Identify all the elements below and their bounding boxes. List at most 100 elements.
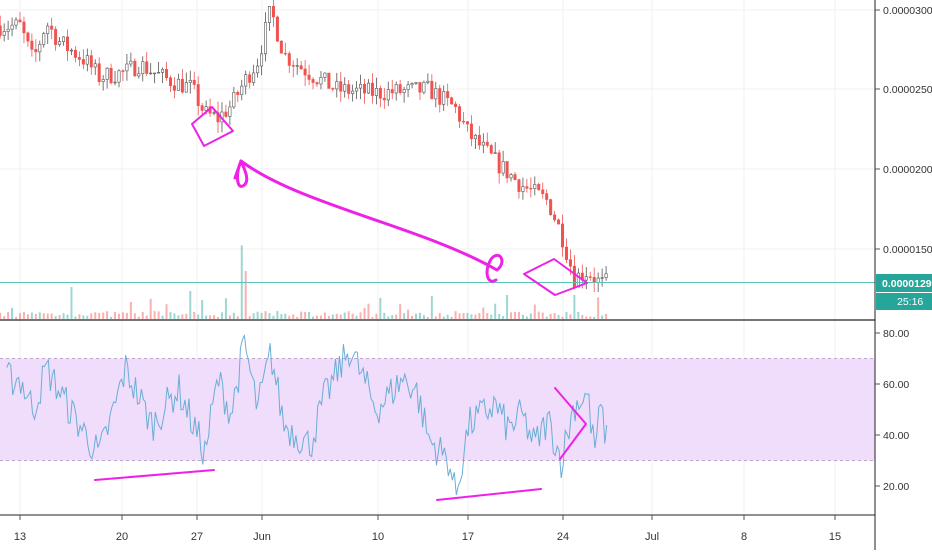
- volume-bar: [3, 316, 6, 319]
- candle-body: [81, 59, 85, 65]
- candle-body: [212, 112, 216, 114]
- triangle-pattern-1[interactable]: [191, 106, 234, 147]
- volume-bar: [114, 311, 117, 319]
- volume-bar: [232, 312, 235, 319]
- candle-body: [42, 33, 46, 45]
- volume-bar: [276, 311, 279, 319]
- drawing-annotations[interactable]: [94, 106, 588, 501]
- rsi-triangle[interactable]: [554, 387, 587, 460]
- volume-bar: [90, 313, 93, 319]
- candle-body: [149, 72, 153, 75]
- volume-bar: [201, 300, 204, 319]
- volume-bar: [589, 316, 592, 319]
- volume-bar: [335, 313, 338, 319]
- volume-bar: [54, 316, 57, 319]
- volume-bar: [106, 311, 109, 319]
- time-axis[interactable]: 13 20 27 Jun 10 17 24 Jul 8 15: [14, 515, 841, 543]
- volume-bar: [165, 304, 168, 319]
- candle-body: [248, 74, 252, 83]
- volume-bar: [15, 316, 18, 319]
- candle-body: [335, 81, 339, 90]
- price-tick-label: 0.0000300: [883, 5, 932, 17]
- volume-bar: [383, 312, 386, 319]
- volume-bar: [422, 315, 425, 319]
- candle-body: [141, 61, 145, 75]
- candle-body: [370, 82, 374, 96]
- volume-bar: [7, 312, 10, 319]
- candle-body: [406, 84, 410, 90]
- candle-body: [402, 89, 406, 93]
- candle-body: [378, 88, 382, 99]
- volume-bar: [399, 304, 402, 319]
- volume-bar: [224, 298, 227, 319]
- candle-body: [481, 141, 485, 146]
- volume-bar: [308, 312, 311, 319]
- volume-bar: [26, 314, 29, 319]
- rsi-trendline-2[interactable]: [436, 488, 542, 501]
- arrow-curve[interactable]: [239, 159, 504, 283]
- candle-body: [557, 219, 561, 225]
- volume-bar: [605, 313, 608, 319]
- candlestick-series[interactable]: [0, 0, 608, 293]
- volume-bar: [537, 311, 540, 319]
- volume-bar: [236, 316, 239, 319]
- volume-bar: [94, 312, 97, 319]
- volume-bar: [438, 312, 441, 319]
- bar-countdown-label: 25:16: [897, 296, 923, 308]
- time-tick-label: Jun: [253, 531, 271, 543]
- candle-body: [394, 84, 398, 94]
- volume-bar: [343, 312, 346, 319]
- rsi-trendline-1[interactable]: [94, 469, 215, 481]
- time-tick-label: 15: [829, 531, 841, 543]
- triangle-pattern-2[interactable]: [523, 258, 588, 296]
- arrow-head[interactable]: [233, 159, 249, 188]
- volume-bar: [42, 313, 45, 319]
- volume-bar: [569, 314, 572, 319]
- volume-bar: [82, 315, 85, 319]
- candle-body: [260, 53, 264, 67]
- volume-bar: [462, 312, 465, 319]
- volume-bar: [74, 316, 77, 319]
- volume-bar: [466, 312, 469, 319]
- volume-bar: [454, 311, 457, 319]
- volume-bar: [292, 314, 295, 319]
- volume-bar: [312, 316, 315, 319]
- volume-bar: [411, 315, 414, 319]
- candle-body: [271, 6, 275, 18]
- candle-body: [529, 187, 533, 190]
- candle-body: [6, 28, 10, 32]
- volume-bar: [450, 316, 453, 319]
- volume-bar: [145, 315, 148, 319]
- volume-bar: [248, 316, 251, 319]
- time-tick-label: 13: [14, 531, 26, 543]
- volume-bar: [426, 316, 429, 319]
- candle-body: [564, 246, 568, 260]
- candle-body: [196, 84, 200, 106]
- candle-body: [572, 265, 576, 288]
- candle-body: [113, 81, 117, 84]
- candle-body: [450, 97, 454, 105]
- volume-bar: [46, 313, 49, 319]
- rsi-axis[interactable]: 80.00 60.00 40.00 20.00: [875, 328, 909, 493]
- candle-body: [66, 36, 70, 51]
- volume-bar: [434, 316, 437, 319]
- candle-body: [374, 88, 378, 96]
- price-axis[interactable]: 0.0000300 0.0000250 0.0000200 0.0000150: [875, 5, 932, 256]
- candle-body: [14, 19, 18, 26]
- time-tick-label: 17: [462, 531, 474, 543]
- rsi-line[interactable]: [6, 333, 608, 496]
- candle-body: [264, 22, 268, 55]
- candle-body: [505, 161, 509, 179]
- volume-bar: [300, 311, 303, 319]
- volume-bar: [375, 313, 378, 319]
- candle-body: [244, 74, 248, 87]
- volume-bar: [205, 315, 208, 319]
- volume-bar: [458, 313, 461, 319]
- volume-bar: [363, 307, 366, 319]
- candle-body: [493, 152, 497, 154]
- candle-body: [232, 91, 236, 108]
- volume-bar: [387, 316, 390, 319]
- candle-body: [422, 82, 426, 93]
